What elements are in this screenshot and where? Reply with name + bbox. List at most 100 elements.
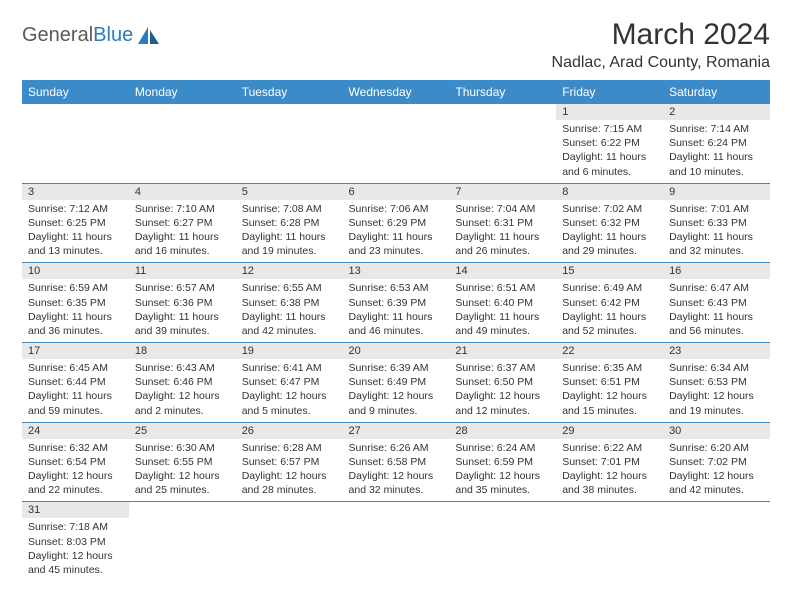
day-number: 6 <box>343 184 450 200</box>
calendar-row: 10Sunrise: 6:59 AMSunset: 6:35 PMDayligh… <box>22 263 770 343</box>
sunset: Sunset: 6:46 PM <box>135 375 230 389</box>
daylight-line1: Daylight: 11 hours <box>242 310 337 324</box>
daylight-line1: Daylight: 12 hours <box>562 469 657 483</box>
day-number: 20 <box>343 343 450 359</box>
day-info: Sunrise: 7:01 AMSunset: 6:33 PMDaylight:… <box>663 200 770 263</box>
day-number: 1 <box>556 104 663 120</box>
day-info: Sunrise: 7:02 AMSunset: 6:32 PMDaylight:… <box>556 200 663 263</box>
calendar-cell: 27Sunrise: 6:26 AMSunset: 6:58 PMDayligh… <box>343 422 450 502</box>
sunrise: Sunrise: 6:32 AM <box>28 441 123 455</box>
day-info: Sunrise: 7:14 AMSunset: 6:24 PMDaylight:… <box>663 120 770 183</box>
day-number: 26 <box>236 423 343 439</box>
day-number: 21 <box>449 343 556 359</box>
calendar-cell: 2Sunrise: 7:14 AMSunset: 6:24 PMDaylight… <box>663 104 770 183</box>
day-number: 5 <box>236 184 343 200</box>
daylight-line2: and 29 minutes. <box>562 244 657 258</box>
daylight-line2: and 45 minutes. <box>28 563 123 577</box>
daylight-line2: and 59 minutes. <box>28 404 123 418</box>
daylight-line1: Daylight: 11 hours <box>135 230 230 244</box>
calendar-cell <box>236 104 343 183</box>
calendar-cell: 22Sunrise: 6:35 AMSunset: 6:51 PMDayligh… <box>556 343 663 423</box>
calendar-cell <box>129 502 236 581</box>
daylight-line2: and 42 minutes. <box>242 324 337 338</box>
sunset: Sunset: 6:36 PM <box>135 296 230 310</box>
daylight-line2: and 32 minutes. <box>349 483 444 497</box>
weekday-header: Friday <box>556 80 663 104</box>
weekday-header: Saturday <box>663 80 770 104</box>
sunset: Sunset: 6:43 PM <box>669 296 764 310</box>
day-number: 13 <box>343 263 450 279</box>
sunrise: Sunrise: 7:12 AM <box>28 202 123 216</box>
sunset: Sunset: 6:54 PM <box>28 455 123 469</box>
calendar-cell: 16Sunrise: 6:47 AMSunset: 6:43 PMDayligh… <box>663 263 770 343</box>
daylight-line2: and 16 minutes. <box>135 244 230 258</box>
calendar-cell: 4Sunrise: 7:10 AMSunset: 6:27 PMDaylight… <box>129 183 236 263</box>
calendar-row: 3Sunrise: 7:12 AMSunset: 6:25 PMDaylight… <box>22 183 770 263</box>
daylight-line1: Daylight: 12 hours <box>669 389 764 403</box>
calendar-cell <box>556 502 663 581</box>
sunrise: Sunrise: 6:41 AM <box>242 361 337 375</box>
day-info: Sunrise: 6:20 AMSunset: 7:02 PMDaylight:… <box>663 439 770 502</box>
daylight-line2: and 52 minutes. <box>562 324 657 338</box>
sunset: Sunset: 6:27 PM <box>135 216 230 230</box>
day-number: 31 <box>22 502 129 518</box>
day-number: 17 <box>22 343 129 359</box>
calendar-row: 1Sunrise: 7:15 AMSunset: 6:22 PMDaylight… <box>22 104 770 183</box>
daylight-line1: Daylight: 11 hours <box>562 310 657 324</box>
daylight-line1: Daylight: 11 hours <box>669 150 764 164</box>
day-number: 18 <box>129 343 236 359</box>
sunrise: Sunrise: 7:04 AM <box>455 202 550 216</box>
sunrise: Sunrise: 6:55 AM <box>242 281 337 295</box>
daylight-line1: Daylight: 12 hours <box>135 469 230 483</box>
sunset: Sunset: 7:02 PM <box>669 455 764 469</box>
calendar-cell: 1 Sunrise: 7:15 AMSunset: 6:22 PMDaylight… <box>556 104 663 183</box>
sunrise: Sunrise: 7:18 AM <box>28 520 123 534</box>
sunset: Sunset: 6:25 PM <box>28 216 123 230</box>
day-info: Sunrise: 7:18 AMSunset: 8:03 PMDaylight:… <box>22 518 129 581</box>
calendar-cell <box>449 502 556 581</box>
daylight-line2: and 22 minutes. <box>28 483 123 497</box>
daylight-line2: and 13 minutes. <box>28 244 123 258</box>
sunrise: Sunrise: 7:10 AM <box>135 202 230 216</box>
daylight-line1: Daylight: 11 hours <box>349 230 444 244</box>
daylight-line1: Daylight: 11 hours <box>455 230 550 244</box>
calendar-cell: 13Sunrise: 6:53 AMSunset: 6:39 PMDayligh… <box>343 263 450 343</box>
logo-word2: Blue <box>93 24 133 46</box>
daylight-line2: and 35 minutes. <box>455 483 550 497</box>
sunset: Sunset: 6:33 PM <box>669 216 764 230</box>
daylight-line1: Daylight: 11 hours <box>28 230 123 244</box>
sunset: Sunset: 6:40 PM <box>455 296 550 310</box>
calendar-cell: 10Sunrise: 6:59 AMSunset: 6:35 PMDayligh… <box>22 263 129 343</box>
daylight-line2: and 26 minutes. <box>455 244 550 258</box>
day-number: 30 <box>663 423 770 439</box>
calendar-cell: 6Sunrise: 7:06 AMSunset: 6:29 PMDaylight… <box>343 183 450 263</box>
daylight-line2: and 6 minutes. <box>562 165 657 179</box>
sunset: Sunset: 6:55 PM <box>135 455 230 469</box>
day-number: 9 <box>663 184 770 200</box>
sunset: Sunset: 6:28 PM <box>242 216 337 230</box>
daylight-line1: Daylight: 11 hours <box>562 150 657 164</box>
sunset: Sunset: 8:03 PM <box>28 535 123 549</box>
calendar-cell <box>449 104 556 183</box>
daylight-line1: Daylight: 12 hours <box>242 389 337 403</box>
sunrise: Sunrise: 6:24 AM <box>455 441 550 455</box>
sunset: Sunset: 6:58 PM <box>349 455 444 469</box>
daylight-line1: Daylight: 12 hours <box>28 549 123 563</box>
weekday-header: Wednesday <box>343 80 450 104</box>
sunrise: Sunrise: 7:14 AM <box>669 122 764 136</box>
daylight-line1: Daylight: 12 hours <box>562 389 657 403</box>
calendar-cell: 14Sunrise: 6:51 AMSunset: 6:40 PMDayligh… <box>449 263 556 343</box>
sunset: Sunset: 6:22 PM <box>562 136 657 150</box>
calendar-cell: 3Sunrise: 7:12 AMSunset: 6:25 PMDaylight… <box>22 183 129 263</box>
weekday-header: Thursday <box>449 80 556 104</box>
daylight-line2: and 19 minutes. <box>669 404 764 418</box>
calendar-cell: 15Sunrise: 6:49 AMSunset: 6:42 PMDayligh… <box>556 263 663 343</box>
daylight-line2: and 5 minutes. <box>242 404 337 418</box>
calendar-cell: 28Sunrise: 6:24 AMSunset: 6:59 PMDayligh… <box>449 422 556 502</box>
sunset: Sunset: 6:50 PM <box>455 375 550 389</box>
sunrise: Sunrise: 6:26 AM <box>349 441 444 455</box>
day-info: Sunrise: 6:45 AMSunset: 6:44 PMDaylight:… <box>22 359 129 422</box>
daylight-line2: and 12 minutes. <box>455 404 550 418</box>
sunrise: Sunrise: 7:15 AM <box>562 122 657 136</box>
sunrise: Sunrise: 6:20 AM <box>669 441 764 455</box>
